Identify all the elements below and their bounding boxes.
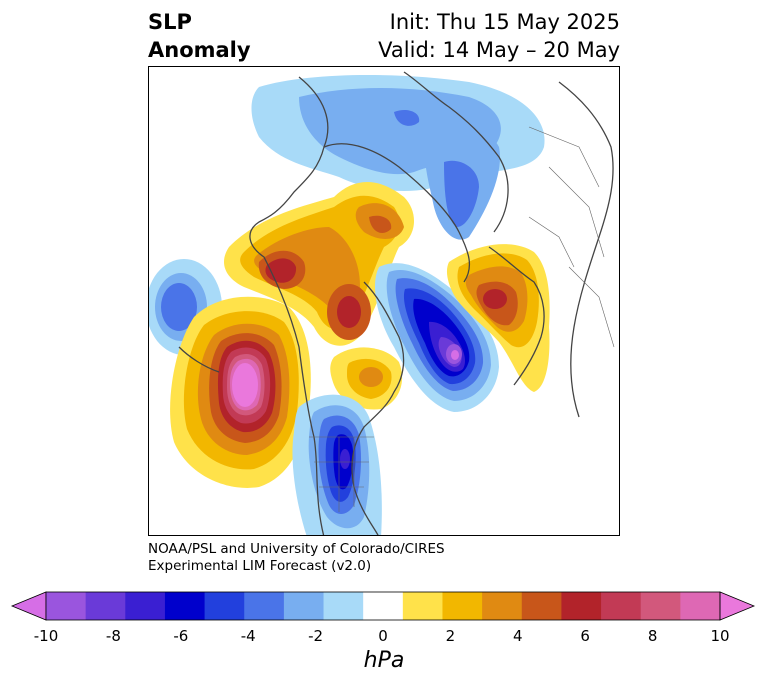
credit-text: NOAA/PSL and University of Colorado/CIRE… [148,541,445,575]
colorbar-bin [482,592,523,620]
colorbar-tick-label: 4 [513,627,523,645]
title-line-2: Anomaly [148,38,251,62]
anomaly-map [149,71,615,535]
credit-line-2: Experimental LIM Forecast (v2.0) [148,558,372,574]
colorbar-tick-label: -10 [33,627,59,645]
canada-high-anomaly [224,182,415,346]
colorbar-tick-label: 0 [378,627,388,645]
north-atlantic-low-anomaly [374,263,499,412]
map-panel [148,66,620,536]
colorbar-bin [442,592,483,620]
title-line-1: SLP [148,10,192,34]
valid-range: Valid: 14 May – 20 May [378,38,620,62]
map-title: SLP Anomaly [148,8,251,64]
forecast-dates: Init: Thu 15 May 2025 Valid: 14 May – 20… [378,8,620,64]
colorbar-extend-max [719,591,756,621]
colorbar-bin [125,592,166,620]
colorbar-frame [45,591,721,621]
colorbar-tick-label: -8 [105,627,121,645]
northeast-pacific-high-anomaly [170,296,311,488]
europe-high-anomaly [446,244,550,392]
credit-line-1: NOAA/PSL and University of Colorado/CIRE… [148,541,445,557]
colorbar-bin [402,592,443,620]
colorbar-tick-label: 10 [710,627,730,645]
colorbar-tick-label: 2 [445,627,456,645]
colorbar-bin [46,592,87,620]
colorbar-bin [164,592,206,620]
colorbar-bin [561,592,602,620]
us-low-anomaly [292,394,382,535]
colorbar-bin [640,592,681,620]
colorbar-tick-label: -6 [173,627,189,645]
colorbar-graphic [10,591,756,621]
colorbar-extend-min [10,591,47,621]
colorbar-unit: hPa [363,648,405,673]
colorbar-bin [601,592,642,620]
colorbar-bin [363,592,404,620]
colorbar-bin [323,592,364,620]
colorbar-bin [521,592,562,620]
init-date: Init: Thu 15 May 2025 [389,10,620,34]
political-borders [309,126,615,512]
colorbar-tick-label: 8 [647,627,658,645]
polar-low-anomaly [251,75,545,240]
colorbar-bin [283,592,325,620]
colorbar-tick-label: -2 [308,627,324,645]
colorbar-tick-label: -4 [240,627,256,645]
colorbar-bin [244,592,285,620]
colorbar-bin [204,592,245,620]
colorbar-tick-label: 6 [580,627,590,645]
colorbar-bin [85,592,126,620]
colorbar [10,590,756,622]
colorbar-bin [680,592,721,620]
hudson-high-anomaly [330,347,403,410]
